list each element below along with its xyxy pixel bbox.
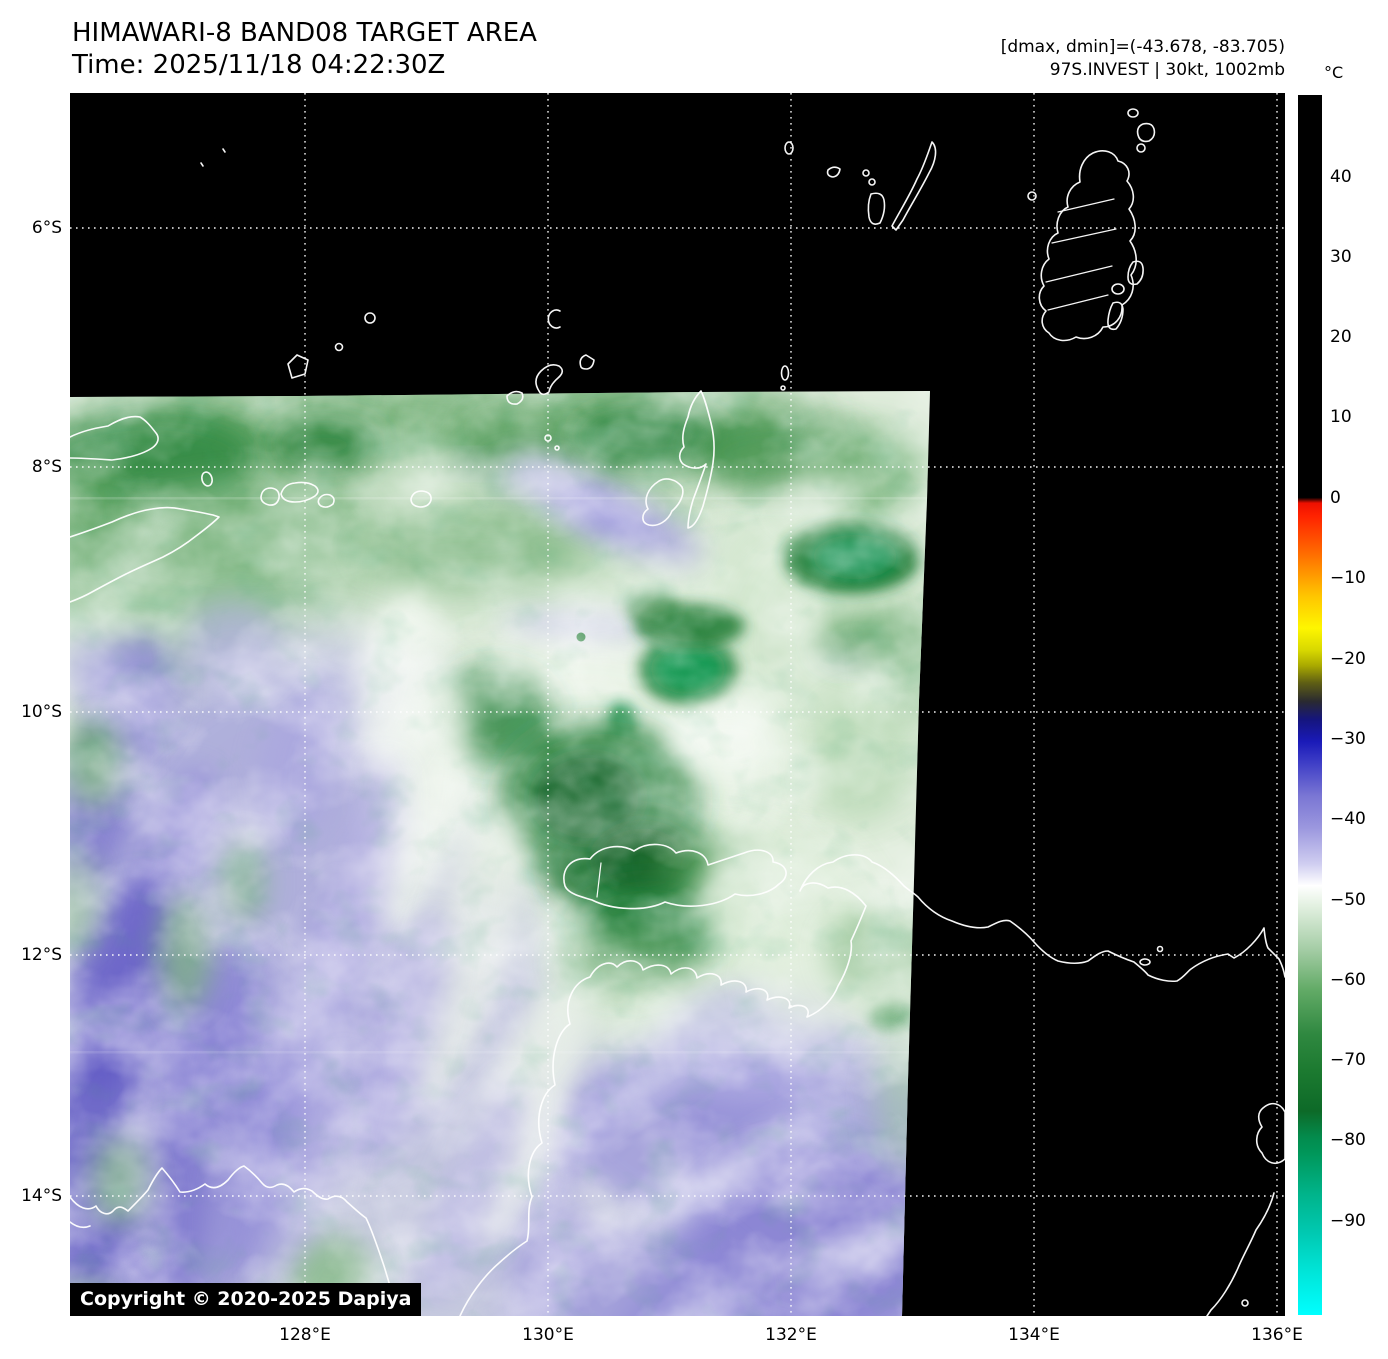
lon-tick-label: 136°E	[1251, 1325, 1303, 1345]
lat-tick-label: 12°S	[21, 945, 62, 965]
colorbar-tick-label: 0	[1330, 488, 1341, 508]
lon-tick-label: 132°E	[765, 1325, 817, 1345]
info-block: [dmax, dmin]=(-43.678, -83.705) 97S.INVE…	[700, 36, 1285, 82]
colorbar-tick-label: −90	[1330, 1211, 1366, 1231]
lat-tick-label: 10°S	[21, 702, 62, 722]
product-time: Time: 2025/11/18 04:22:30Z	[72, 50, 446, 80]
copyright-badge: Copyright © 2020-2025 Dapiya	[70, 1283, 422, 1316]
lon-tick-label: 130°E	[522, 1325, 574, 1345]
lon-tick-label: 134°E	[1008, 1325, 1060, 1345]
colorbar-tick-label: −60	[1330, 970, 1366, 990]
title-block: HIMAWARI-8 BAND08 TARGET AREA Time: 2025…	[72, 17, 537, 81]
colorbar-tick-label: −30	[1330, 729, 1366, 749]
colorbar-tick-label: 40	[1330, 167, 1352, 187]
colorbar-tick-label: −50	[1330, 890, 1366, 910]
storm-info: 97S.INVEST | 30kt, 1002mb	[1049, 60, 1285, 80]
colorbar-tick-label: −40	[1330, 809, 1366, 829]
product-title: HIMAWARI-8 BAND08 TARGET AREA	[72, 18, 537, 48]
colorbar-tick-label: −70	[1330, 1050, 1366, 1070]
colorbar-tick-label: −10	[1330, 568, 1366, 588]
colorbar-gradient	[1298, 95, 1322, 1315]
colorbar-tick-label: 20	[1330, 327, 1352, 347]
colorbar-tick-label: −80	[1330, 1130, 1366, 1150]
graticule-gridlines	[70, 93, 1285, 1316]
colorbar-tick-label: −20	[1330, 649, 1366, 669]
coastlines	[70, 108, 1285, 1316]
dmax-dmin-value: [dmax, dmin]=(-43.678, -83.705)	[1000, 37, 1285, 57]
lon-tick-label: 128°E	[279, 1325, 331, 1345]
lat-tick-label: 8°S	[31, 457, 62, 477]
satellite-swath	[70, 391, 930, 1316]
lat-tick-label: 6°S	[31, 218, 62, 238]
colorbar-tick-label: 10	[1330, 407, 1352, 427]
colorbar-unit-label: °C	[1324, 63, 1344, 82]
colorbar-tick-label: 30	[1330, 247, 1352, 267]
lat-tick-label: 14°S	[21, 1186, 62, 1206]
